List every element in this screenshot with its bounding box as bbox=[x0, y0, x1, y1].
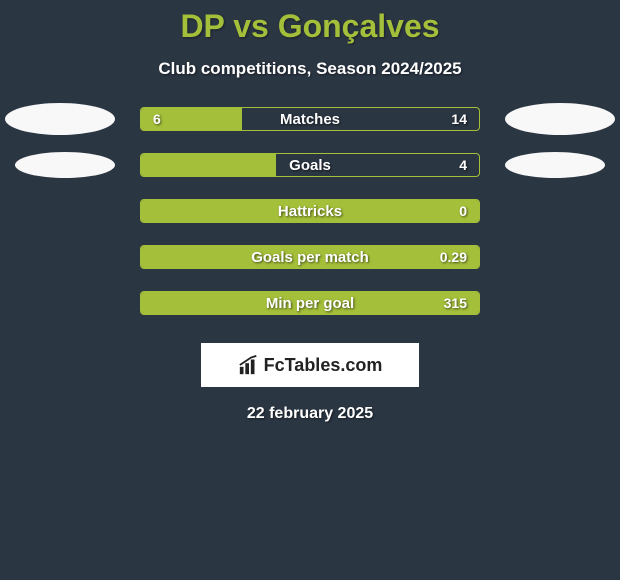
stat-bar: Min per goal 315 bbox=[140, 291, 480, 315]
stat-label: Hattricks bbox=[141, 200, 479, 222]
fctables-logo: FcTables.com bbox=[201, 343, 419, 387]
stat-row-matches: 6 Matches 14 bbox=[0, 107, 620, 131]
flag-left-icon bbox=[5, 103, 115, 135]
stat-bar: Goals per match 0.29 bbox=[140, 245, 480, 269]
page-subtitle: Club competitions, Season 2024/2025 bbox=[0, 59, 620, 79]
date-label: 22 february 2025 bbox=[0, 405, 620, 423]
stat-value-right: 0.29 bbox=[440, 246, 467, 268]
stat-row-goals-per-match: Goals per match 0.29 bbox=[0, 245, 620, 269]
stat-label: Goals bbox=[141, 154, 479, 176]
bar-chart-icon bbox=[238, 354, 260, 376]
logo-text: FcTables.com bbox=[264, 355, 383, 376]
stat-label: Matches bbox=[141, 108, 479, 130]
stats-container: 6 Matches 14 Goals 4 Hattricks 0 Goals p… bbox=[0, 107, 620, 315]
stat-row-min-per-goal: Min per goal 315 bbox=[0, 291, 620, 315]
stat-value-right: 14 bbox=[451, 108, 467, 130]
stat-value-right: 4 bbox=[459, 154, 467, 176]
stat-row-hattricks: Hattricks 0 bbox=[0, 199, 620, 223]
stat-bar: Goals 4 bbox=[140, 153, 480, 177]
flag-right-icon bbox=[505, 103, 615, 135]
stat-bar: Hattricks 0 bbox=[140, 199, 480, 223]
stat-row-goals: Goals 4 bbox=[0, 153, 620, 177]
page-title: DP vs Gonçalves bbox=[0, 0, 620, 45]
stat-label: Min per goal bbox=[141, 292, 479, 314]
flag-left-icon bbox=[15, 152, 115, 178]
stat-bar: 6 Matches 14 bbox=[140, 107, 480, 131]
flag-right-icon bbox=[505, 152, 605, 178]
stat-label: Goals per match bbox=[141, 246, 479, 268]
stat-value-right: 315 bbox=[444, 292, 467, 314]
stat-value-right: 0 bbox=[459, 200, 467, 222]
